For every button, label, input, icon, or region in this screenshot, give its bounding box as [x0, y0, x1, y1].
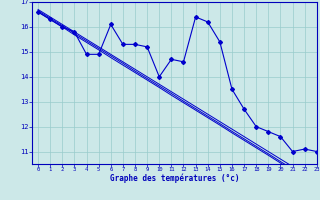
- X-axis label: Graphe des températures (°c): Graphe des températures (°c): [110, 174, 239, 183]
